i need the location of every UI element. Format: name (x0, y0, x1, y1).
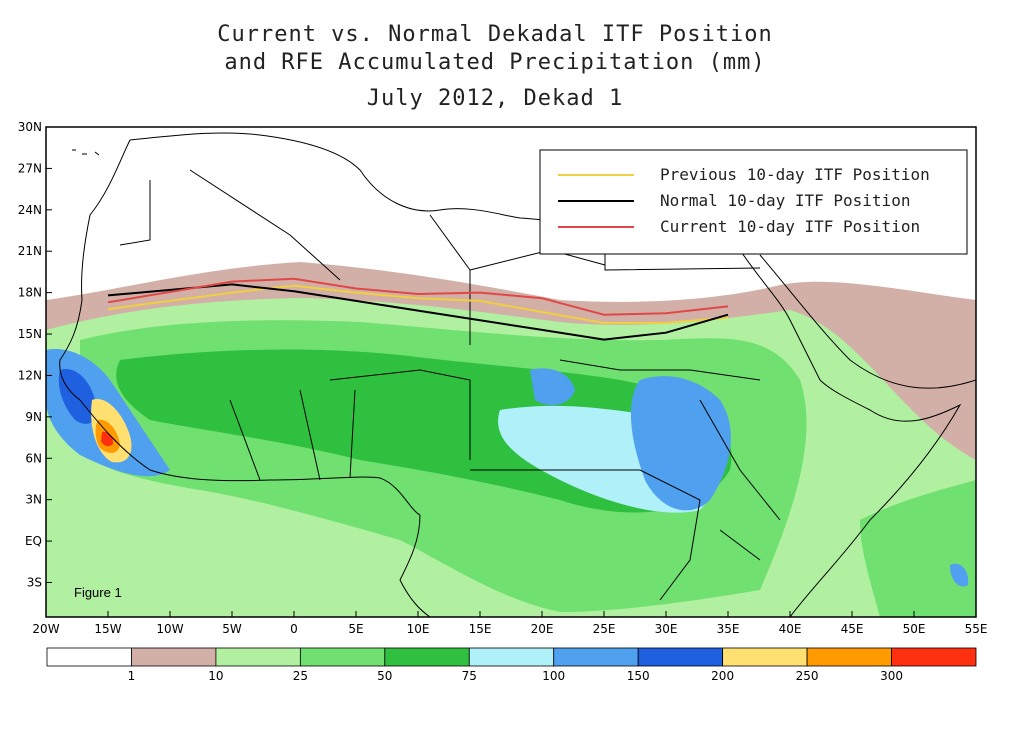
lat-tick-label: EQ (25, 534, 42, 548)
horn-of-africa-coastline (789, 403, 962, 617)
colorbar-label: 200 (711, 669, 734, 683)
lon-tick-label: 15E (469, 622, 492, 636)
colorbar-swatch (46, 647, 132, 667)
lon-tick-label: 35E (717, 622, 740, 636)
central-africa-coastline (399, 514, 431, 617)
lon-tick-label: 50E (903, 622, 926, 636)
lon-tick-label: 45E (841, 622, 864, 636)
figure-label: Figure 1 (74, 585, 122, 600)
coastal-states-borders (229, 389, 356, 481)
legend-label-current: Current 10-day ITF Position (660, 217, 920, 236)
lon-tick-label: 0 (290, 622, 298, 636)
red-sea-coastline (739, 249, 871, 411)
lon-tick-label: 20E (531, 622, 554, 636)
arabian-coastline (759, 254, 976, 389)
sudan-south-border (559, 359, 761, 381)
lat-tick-label: 3N (25, 493, 42, 507)
country-borders (59, 132, 976, 617)
lat-tick-label: 3S (27, 575, 42, 589)
map-title-date: July 2012, Dekad 1 (366, 86, 624, 111)
colorbar-swatch (891, 647, 977, 667)
itf-previous-line (107, 284, 729, 324)
lon-tick-label: 40E (779, 622, 802, 636)
lon-tick-label: 5W (222, 622, 242, 636)
map-title-line-1: Current vs. Normal Dekadal ITF Position (217, 22, 773, 47)
colorbar-swatch (215, 647, 301, 667)
lat-tick-label: 18N (18, 286, 42, 300)
lon-tick-label: 55E (965, 622, 988, 636)
lat-tick-label: 9N (25, 410, 42, 424)
drc-border (470, 469, 701, 601)
lon-tick-label: 10E (407, 622, 430, 636)
colorbar-label: 100 (542, 669, 565, 683)
colorbar-swatch (806, 647, 892, 667)
lat-tick-label: 15N (18, 327, 42, 341)
lat-tick-label: 27N (18, 161, 42, 175)
precip-coastal-blue-zone (950, 563, 969, 587)
itf-legend: Previous 10-day ITF Position Normal 10-d… (539, 149, 968, 255)
lat-tick-label: 6N (25, 451, 42, 465)
lat-tick-label: 24N (18, 203, 42, 217)
itf-lines (107, 277, 729, 341)
colorbar-swatch (468, 647, 555, 667)
map-frame (45, 126, 977, 618)
colorbar-swatch (637, 647, 724, 667)
latitude-axis: 30N 27N 24N 21N 18N 15N 12N 9N 6N 3N EQ 3S (18, 120, 52, 589)
colorbar-label: 300 (880, 669, 903, 683)
colorbar-label: 1 (128, 669, 136, 683)
longitude-axis: 20W 15W 10W 5W 0 5E 10E 15E 20E 25E 30E 35E 40E 45E 50… (32, 611, 987, 636)
algeria-mali-border (189, 169, 341, 281)
colorbar-label: 25 (293, 669, 308, 683)
lon-tick-label: 5E (348, 622, 363, 636)
east-africa-borders (699, 399, 781, 561)
colorbar-label: 75 (462, 669, 477, 683)
lon-tick-label: 30E (655, 622, 678, 636)
precip-100-150-zone-central (530, 368, 575, 406)
itf-current-line (107, 277, 729, 316)
lon-tick-label: 20W (32, 622, 59, 636)
legend-label-previous: Previous 10-day ITF Position (660, 165, 930, 184)
map-title-line-2: and RFE Accumulated Precipitation (mm) (224, 50, 766, 75)
lat-tick-label: 30N (18, 120, 42, 134)
itf-normal-line (107, 283, 729, 341)
colorbar-label: 250 (796, 669, 819, 683)
canary-islands (72, 149, 100, 156)
colorbar-swatch (299, 647, 386, 667)
colorbar-label: 50 (377, 669, 392, 683)
colorbar-swatch (722, 647, 808, 667)
lon-tick-label: 10W (156, 622, 183, 636)
lon-tick-label: 15W (94, 622, 121, 636)
colorbar-label: 10 (208, 669, 223, 683)
mauritania-border (119, 180, 151, 246)
colorbar-label: 150 (627, 669, 650, 683)
colorbar-swatch (553, 647, 639, 667)
colorbar-swatch (384, 647, 470, 667)
precipitation-colorbar: 1 10 25 50 75 100 150 200 250 300 (46, 647, 977, 683)
west-africa-coastline (59, 139, 421, 516)
precip-150-200-zone (58, 369, 97, 424)
nigeria-border (329, 369, 471, 460)
lat-tick-label: 12N (18, 368, 42, 382)
legend-label-normal: Normal 10-day ITF Position (660, 191, 910, 210)
lat-tick-label: 21N (18, 244, 42, 258)
precip-coastal-green-zone (860, 480, 976, 617)
colorbar-swatch (131, 647, 217, 667)
lon-tick-label: 25E (593, 622, 616, 636)
